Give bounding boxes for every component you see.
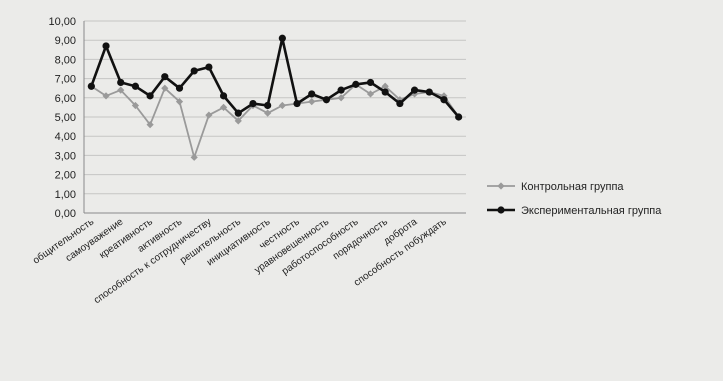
y-tick-label: 8,00	[55, 54, 76, 66]
data-point	[366, 90, 375, 98]
data-point	[425, 88, 433, 96]
data-point	[337, 86, 345, 94]
legend: Контрольная группа Экспериментальная груп…	[487, 181, 662, 217]
data-point	[175, 84, 184, 92]
data-point	[175, 98, 184, 106]
data-point	[117, 86, 125, 94]
legend-marker	[497, 206, 505, 214]
y-tick-label: 10,00	[48, 16, 76, 28]
data-point	[455, 113, 463, 121]
data-point	[308, 90, 316, 98]
series-line	[90, 36, 460, 118]
data-point	[102, 42, 110, 50]
data-point	[219, 92, 228, 100]
data-point	[396, 96, 404, 104]
data-point	[219, 103, 228, 111]
legend-label: Экспериментальная группа	[521, 205, 662, 217]
y-tick-label: 9,00	[55, 35, 76, 47]
data-point	[205, 111, 213, 119]
data-point	[278, 34, 286, 42]
data-point	[117, 78, 125, 87]
data-point	[131, 82, 140, 90]
data-point	[205, 63, 213, 71]
data-point	[322, 96, 331, 104]
data-point	[234, 109, 242, 117]
data-point	[308, 98, 316, 106]
data-point	[278, 101, 286, 110]
y-tick-label: 0,00	[55, 208, 76, 220]
legend-entry-2: Экспериментальная группа	[487, 205, 662, 217]
y-tick-label: 7,00	[55, 74, 76, 86]
series	[87, 34, 463, 161]
data-point	[366, 78, 375, 87]
y-tick-label: 4,00	[55, 131, 76, 143]
x-tick-labels: общительностьсамоуважениекреативностьакт…	[30, 215, 448, 306]
data-point	[146, 121, 154, 129]
axes	[83, 21, 466, 214]
data-point	[161, 84, 169, 92]
y-tick-label: 1,00	[55, 189, 76, 201]
data-point	[87, 82, 95, 90]
data-point	[131, 101, 140, 110]
gridlines	[84, 20, 466, 214]
y-tick-label: 6,00	[55, 93, 76, 105]
data-point	[396, 99, 404, 108]
data-point	[410, 86, 419, 94]
data-point	[293, 99, 301, 108]
legend-label: Контрольная группа	[521, 181, 624, 193]
data-point	[161, 73, 169, 81]
data-point	[352, 80, 360, 88]
series-line	[90, 83, 460, 159]
y-tick-label: 5,00	[55, 112, 76, 124]
data-point	[440, 96, 448, 104]
data-point	[234, 117, 242, 125]
y-tick-labels: 0,00 1,00 2,00 3,00 4,00 5,00 6,00 7,00 8,00 9,00…	[48, 16, 76, 220]
data-point	[190, 67, 198, 75]
legend-entry-1: Контрольная группа	[487, 181, 624, 193]
data-point	[249, 99, 257, 108]
data-point	[146, 92, 154, 100]
data-point	[381, 88, 389, 96]
y-tick-label: 3,00	[55, 150, 76, 162]
legend-marker	[497, 182, 505, 190]
data-point	[264, 101, 272, 110]
series-2	[87, 34, 463, 121]
data-point	[264, 109, 272, 117]
data-point	[102, 92, 110, 100]
data-point	[337, 94, 345, 102]
data-point	[190, 153, 198, 161]
data-point	[381, 82, 389, 90]
y-tick-label: 2,00	[55, 170, 76, 182]
